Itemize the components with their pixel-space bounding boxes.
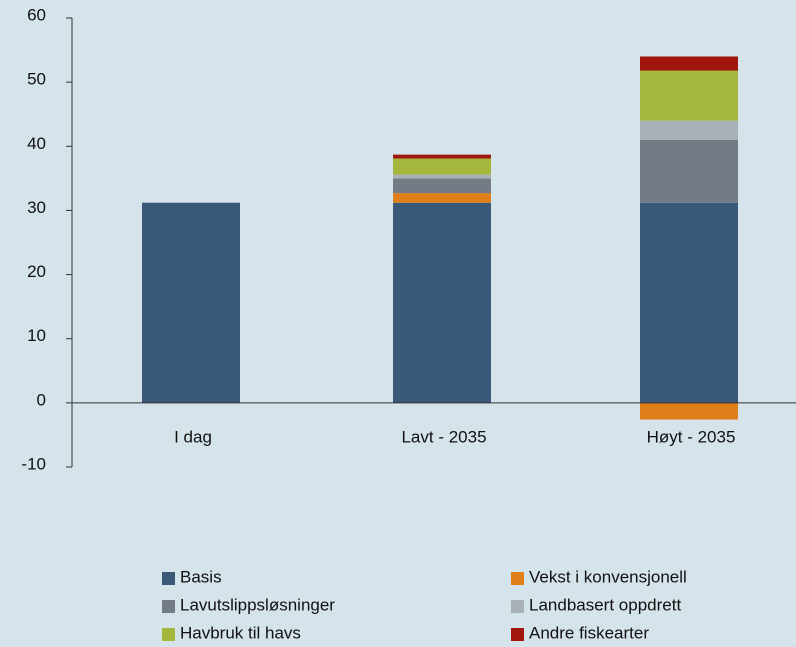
y-tick-label: 20 — [27, 262, 46, 281]
legend-swatch — [511, 628, 524, 641]
y-tick-label: 0 — [37, 390, 46, 409]
y-tick-label: -10 — [21, 454, 46, 473]
legend-swatch — [511, 572, 524, 585]
bar-segment — [640, 202, 738, 403]
bar-segment — [640, 402, 738, 420]
bar-segment — [640, 56, 738, 71]
bar-segment — [393, 158, 491, 175]
y-tick-label: 10 — [27, 326, 46, 345]
bar-segment — [393, 154, 491, 159]
legend-label: Havbruk til havs — [180, 623, 301, 642]
legend-swatch — [162, 572, 175, 585]
x-tick-label: Lavt - 2035 — [401, 427, 486, 446]
bar-segment — [142, 202, 240, 403]
legend-label: Vekst i konvensjonell — [529, 567, 687, 586]
bar-segment — [640, 120, 738, 140]
y-tick-label: 50 — [27, 70, 46, 89]
legend-label: Lavutslippsløsninger — [180, 595, 335, 614]
bar-segment — [393, 174, 491, 179]
legend-label: Landbasert oppdrett — [529, 595, 681, 614]
legend-label: Andre fiskearter — [529, 623, 649, 642]
bar-segment — [393, 193, 491, 203]
legend-swatch — [511, 600, 524, 613]
bar-segment — [393, 202, 491, 403]
bar-segment — [640, 70, 738, 121]
legend-label: Basis — [180, 567, 222, 586]
y-tick-label: 40 — [27, 134, 46, 153]
bar-segment — [393, 178, 491, 194]
y-tick-label: 60 — [27, 5, 46, 24]
y-tick-label: 30 — [27, 198, 46, 217]
x-tick-label: I dag — [174, 427, 212, 446]
legend-swatch — [162, 600, 175, 613]
bar-segment — [640, 139, 738, 203]
legend-swatch — [162, 628, 175, 641]
x-tick-label: Høyt - 2035 — [647, 427, 736, 446]
